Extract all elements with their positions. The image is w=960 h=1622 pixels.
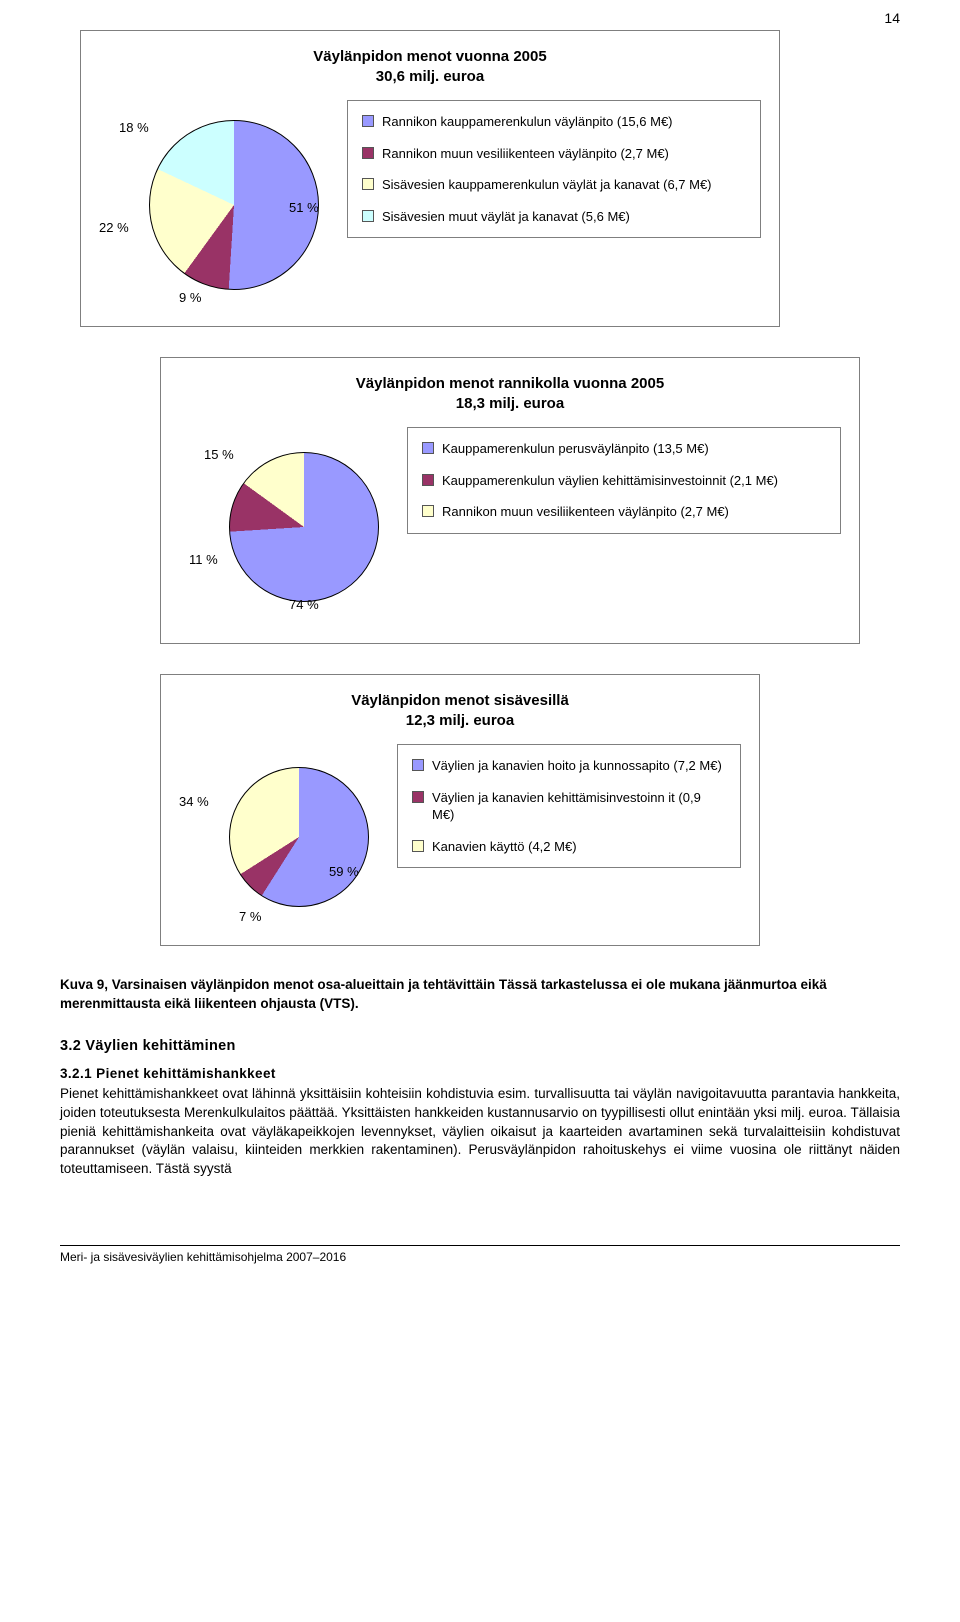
chart-1-title-line2: 30,6 milj. euroa [99,67,761,87]
legend-item: Sisävesien kauppamerenkulun väylät ja ka… [362,176,746,194]
chart-1-body: 51 % 9 % 22 % 18 % Rannikon kauppamerenkulu… [99,100,761,310]
chart-2: Väylänpidon menot rannikolla vuonna 2005… [160,357,860,644]
chart-3-title-line1: Väylänpidon menot sisävesillä [179,691,741,711]
chart-3-body: 59 % 7 % 34 % Väylien ja kanavien hoito ja… [179,744,741,929]
legend-label: Rannikon muun vesiliikenteen väylänpito … [382,145,669,163]
section-3-2-1-body: Pienet kehittämishankkeet ovat lähinnä y… [60,1085,900,1179]
chart-2-legend: Kauppamerenkulun perusväylänpito (13,5 M… [407,427,841,534]
legend-item: Rannikon muun vesiliikenteen väylänpito … [422,503,826,521]
legend-swatch [362,115,374,127]
section-3-2-1-head: 3.2.1 Pienet kehittämishankkeet [60,1066,900,1081]
chart-2-body: 74 % 11 % 15 % Kauppamerenkulun perusväylä… [179,427,841,627]
legend-swatch [422,442,434,454]
legend-item: Sisävesien muut väylät ja kanavat (5,6 M… [362,208,746,226]
pie-slice-label: 22 % [99,220,129,235]
chart-2-title-line2: 18,3 milj. euroa [179,394,841,414]
figure-caption: Kuva 9, Varsinaisen väylänpidon menot os… [60,976,900,1014]
legend-label: Rannikon kauppamerenkulun väylänpito (15… [382,113,673,131]
pie-slice-label: 15 % [204,447,234,462]
pie-slice-label: 51 % [289,200,319,215]
pie-slice-label: 34 % [179,794,209,809]
pie-slice-label: 74 % [289,597,319,612]
chart-2-pie-wrap: 74 % 11 % 15 % [179,427,389,627]
pie-chart [229,452,379,602]
legend-swatch [412,840,424,852]
legend-item: Väylien ja kanavien kehittämisinvestoinn… [412,789,726,824]
chart-3: Väylänpidon menot sisävesillä 12,3 milj.… [160,674,760,946]
page-number: 14 [884,10,900,26]
legend-swatch [412,791,424,803]
legend-label: Sisävesien kauppamerenkulun väylät ja ka… [382,176,712,194]
footer-rule [60,1245,900,1246]
chart-2-title: Väylänpidon menot rannikolla vuonna 2005… [179,374,841,413]
legend-label: Väylien ja kanavien kehittämisinvestoinn… [432,789,726,824]
chart-3-title-line2: 12,3 milj. euroa [179,711,741,731]
chart-3-legend: Väylien ja kanavien hoito ja kunnossapit… [397,744,741,868]
pie-slice-label: 9 % [179,290,201,305]
legend-swatch [362,210,374,222]
chart-1-title: Väylänpidon menot vuonna 2005 30,6 milj.… [99,47,761,86]
legend-swatch [422,505,434,517]
footer-text: Meri- ja sisävesiväylien kehittämisohjel… [60,1250,346,1264]
legend-item: Kauppamerenkulun perusväylänpito (13,5 M… [422,440,826,458]
legend-swatch [362,178,374,190]
legend-label: Kanavien käyttö (4,2 M€) [432,838,577,856]
pie-slice-label: 18 % [119,120,149,135]
chart-3-title: Väylänpidon menot sisävesillä 12,3 milj.… [179,691,741,730]
chart-1: Väylänpidon menot vuonna 2005 30,6 milj.… [80,30,780,327]
legend-item: Rannikon muun vesiliikenteen väylänpito … [362,145,746,163]
legend-swatch [422,474,434,486]
legend-swatch [412,759,424,771]
chart-2-title-line1: Väylänpidon menot rannikolla vuonna 2005 [179,374,841,394]
page-footer: Meri- ja sisävesiväylien kehittämisohjel… [60,1239,900,1264]
chart-1-legend: Rannikon kauppamerenkulun väylänpito (15… [347,100,761,238]
legend-label: Kauppamerenkulun perusväylänpito (13,5 M… [442,440,709,458]
legend-item: Kanavien käyttö (4,2 M€) [412,838,726,856]
legend-swatch [362,147,374,159]
pie-slice-label: 11 % [189,552,218,567]
pie-chart [229,767,369,907]
page: 14 Väylänpidon menot vuonna 2005 30,6 mi… [0,0,960,1304]
legend-label: Väylien ja kanavien hoito ja kunnossapit… [432,757,722,775]
pie-slice-label: 7 % [239,909,261,924]
chart-1-pie-wrap: 51 % 9 % 22 % 18 % [99,100,329,310]
legend-item: Väylien ja kanavien hoito ja kunnossapit… [412,757,726,775]
section-3-2-head: 3.2 Väylien kehittäminen [60,1038,900,1054]
legend-item: Rannikon kauppamerenkulun väylänpito (15… [362,113,746,131]
chart-1-title-line1: Väylänpidon menot vuonna 2005 [99,47,761,67]
legend-label: Rannikon muun vesiliikenteen väylänpito … [442,503,729,521]
legend-label: Sisävesien muut väylät ja kanavat (5,6 M… [382,208,630,226]
legend-item: Kauppamerenkulun väylien kehittämisinves… [422,472,826,490]
legend-label: Kauppamerenkulun väylien kehittämisinves… [442,472,778,490]
chart-3-pie-wrap: 59 % 7 % 34 % [179,744,379,929]
pie-slice-label: 59 % [329,864,359,879]
